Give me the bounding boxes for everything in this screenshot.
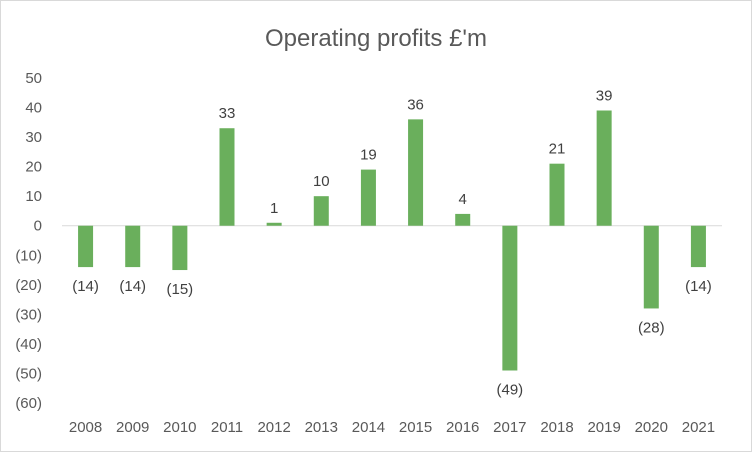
y-tick-label: 50 <box>25 70 42 87</box>
data-label: 1 <box>270 200 278 217</box>
y-tick-label: (50) <box>15 365 42 382</box>
y-tick-label: (40) <box>15 336 42 353</box>
y-tick-label: 40 <box>25 100 42 117</box>
bar <box>502 225 518 371</box>
bar <box>408 119 424 226</box>
x-tick-label: 2018 <box>540 419 573 436</box>
y-tick-label: (60) <box>15 395 42 412</box>
data-label: (14) <box>72 278 99 295</box>
y-tick-label: 20 <box>25 159 42 176</box>
bar <box>360 169 376 226</box>
x-tick-label: 2019 <box>587 419 620 436</box>
bar <box>690 225 706 268</box>
bar <box>125 225 141 268</box>
bar <box>313 196 329 226</box>
data-labels: (14) (14) (15) 33 1 10 19 36 4 (49) 21 39 (28) (14) <box>72 88 712 399</box>
bar <box>596 110 612 226</box>
x-tick-label: 2021 <box>682 419 715 436</box>
x-axis-ticks: 2008 2009 2010 2011 2012 2013 2014 2015 2016 2017… <box>69 419 715 436</box>
data-label: (49) <box>497 382 524 399</box>
y-tick-label: (10) <box>15 247 42 264</box>
x-tick-label: 2009 <box>116 419 149 436</box>
bar <box>78 225 94 268</box>
x-tick-label: 2011 <box>211 419 243 436</box>
x-tick-label: 2020 <box>635 419 668 436</box>
data-label: 4 <box>459 191 467 208</box>
data-label: (14) <box>119 278 146 295</box>
y-tick-label: 0 <box>34 218 42 235</box>
data-label: (15) <box>167 281 194 298</box>
bar-series <box>78 110 706 371</box>
x-tick-label: 2016 <box>446 419 479 436</box>
x-tick-label: 2015 <box>399 419 432 436</box>
bar <box>455 213 471 226</box>
bar <box>643 225 659 309</box>
bar <box>172 225 188 271</box>
data-label: 39 <box>596 88 613 105</box>
y-tick-label: 30 <box>25 129 42 146</box>
x-tick-label: 2012 <box>257 419 290 436</box>
data-label: 19 <box>360 147 377 164</box>
data-label: 33 <box>219 105 236 122</box>
y-tick-label: (20) <box>15 277 42 294</box>
data-label: 21 <box>549 141 566 158</box>
bar <box>219 128 235 226</box>
x-tick-label: 2017 <box>493 419 526 436</box>
bar <box>266 222 282 226</box>
data-label: 10 <box>313 173 330 190</box>
data-label: 36 <box>407 96 424 113</box>
x-tick-label: 2010 <box>163 419 196 436</box>
data-label: (28) <box>638 319 665 336</box>
x-tick-label: 2008 <box>69 419 102 436</box>
y-tick-label: 10 <box>25 188 42 205</box>
bar <box>549 163 565 226</box>
x-tick-label: 2014 <box>352 419 385 436</box>
y-tick-label: (30) <box>15 306 42 323</box>
chart-title: Operating profits £'m <box>265 25 487 52</box>
data-label: (14) <box>685 278 712 295</box>
x-tick-label: 2013 <box>305 419 338 436</box>
y-axis-ticks: 50 40 30 20 10 0 (10) (20) (30) (40) (50) (60) <box>15 70 42 412</box>
